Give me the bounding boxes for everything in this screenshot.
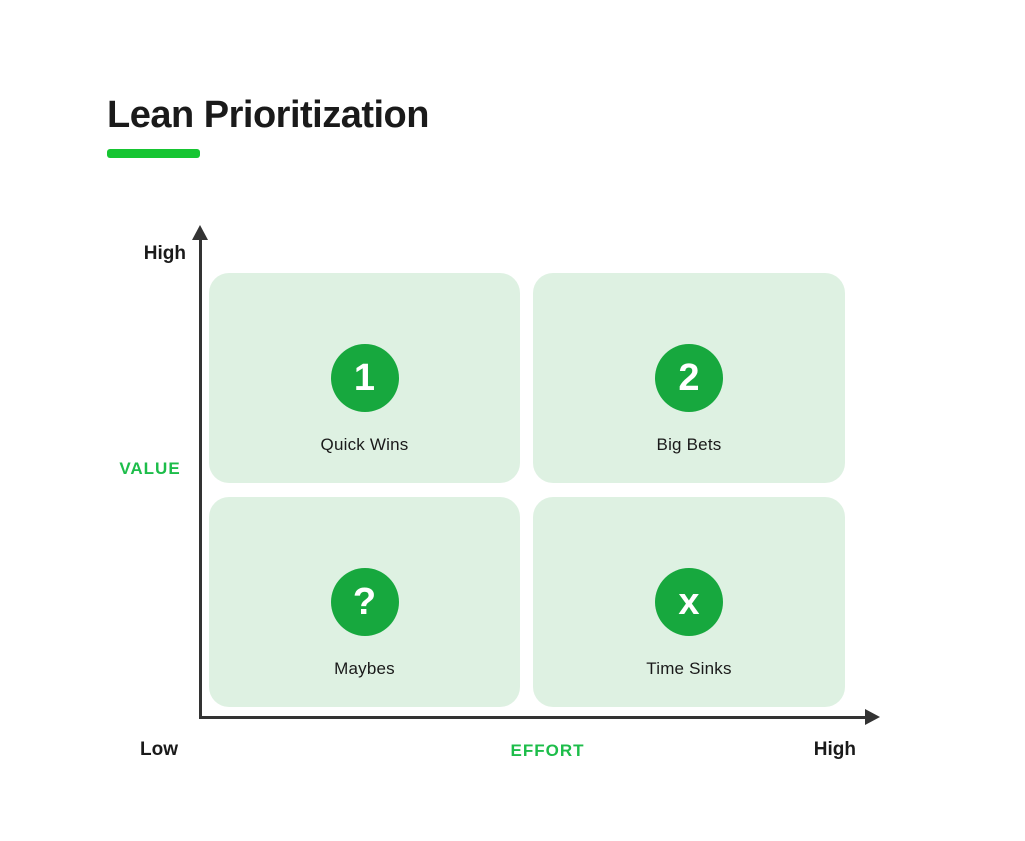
effort-axis-label: EFFORT: [510, 741, 585, 760]
right-arrow-icon: [865, 709, 880, 725]
big-bets-badge-number: 2: [678, 357, 700, 399]
quadrant-label: Quick Wins: [320, 435, 409, 454]
quadrant-label: Maybes: [334, 659, 395, 678]
time-sinks-badge-circle: x: [655, 568, 723, 636]
quadrant-label: Time Sinks: [646, 659, 732, 678]
quick-wins-badge-number: 1: [353, 357, 376, 399]
quadrant-time-sinks: x Time Sinks: [533, 497, 845, 707]
up-arrow-icon: [192, 225, 208, 240]
big-bets-badge-circle: 2: [655, 344, 723, 412]
value-axis-label: VALUE: [119, 459, 181, 478]
maybes-badge-circle: ?: [330, 568, 399, 636]
x-mark-icon: x: [678, 581, 700, 623]
quadrant-maybes: ? Maybes: [209, 497, 520, 707]
quadrant-label: Big Bets: [656, 435, 722, 454]
quadrant-big-bets: 2 Big Bets: [533, 273, 845, 483]
question-mark-icon: ?: [352, 581, 377, 623]
origin-low-label: Low: [140, 739, 178, 760]
title-underline: [107, 149, 200, 158]
x-axis-line: [199, 716, 867, 719]
quadrant-quick-wins: 1 Quick Wins: [209, 273, 520, 483]
y-axis-line: [199, 238, 202, 718]
y-axis-high-label: High: [143, 243, 186, 264]
x-axis-high-label: High: [813, 739, 856, 760]
quick-wins-badge-circle: 1: [330, 344, 399, 412]
page-title: Lean Prioritization: [107, 94, 429, 136]
